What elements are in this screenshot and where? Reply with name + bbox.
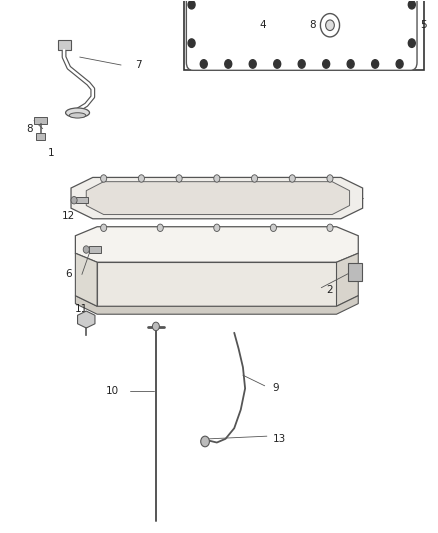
Polygon shape	[75, 296, 358, 314]
Polygon shape	[75, 227, 358, 262]
Circle shape	[138, 175, 145, 182]
Circle shape	[251, 175, 258, 182]
Circle shape	[298, 60, 305, 68]
Text: 2: 2	[327, 285, 333, 295]
Text: 4: 4	[259, 20, 266, 30]
Circle shape	[270, 224, 276, 231]
Ellipse shape	[69, 113, 86, 118]
FancyBboxPatch shape	[186, 0, 417, 70]
Polygon shape	[97, 262, 336, 306]
Polygon shape	[336, 253, 358, 306]
Polygon shape	[75, 253, 97, 306]
Circle shape	[188, 1, 195, 9]
Text: 9: 9	[272, 383, 279, 393]
Circle shape	[408, 1, 415, 9]
FancyBboxPatch shape	[348, 263, 362, 281]
Circle shape	[101, 175, 107, 182]
Polygon shape	[78, 311, 95, 328]
Text: 1: 1	[48, 148, 55, 158]
Text: 11: 11	[75, 304, 88, 314]
Circle shape	[157, 224, 163, 231]
Circle shape	[83, 246, 89, 253]
Circle shape	[323, 60, 330, 68]
Circle shape	[325, 20, 334, 30]
Text: 10: 10	[106, 386, 119, 396]
Circle shape	[152, 322, 159, 330]
Circle shape	[225, 60, 232, 68]
Circle shape	[321, 13, 339, 37]
Circle shape	[188, 39, 195, 47]
Circle shape	[249, 60, 256, 68]
Text: 5: 5	[420, 20, 427, 30]
Polygon shape	[86, 182, 350, 215]
Circle shape	[176, 175, 182, 182]
Circle shape	[101, 224, 107, 231]
Circle shape	[372, 60, 378, 68]
Circle shape	[347, 60, 354, 68]
FancyBboxPatch shape	[89, 246, 101, 253]
Ellipse shape	[66, 108, 89, 117]
Text: 13: 13	[273, 434, 286, 444]
Text: 6: 6	[66, 270, 72, 279]
Circle shape	[408, 39, 415, 47]
Circle shape	[396, 60, 403, 68]
FancyBboxPatch shape	[76, 197, 88, 204]
Text: 8: 8	[26, 124, 33, 134]
Circle shape	[71, 197, 77, 204]
Text: 7: 7	[135, 60, 142, 70]
Text: 3: 3	[329, 192, 336, 203]
Circle shape	[200, 60, 207, 68]
Circle shape	[327, 175, 333, 182]
FancyBboxPatch shape	[36, 133, 45, 140]
Circle shape	[274, 60, 281, 68]
Circle shape	[201, 436, 209, 447]
Circle shape	[214, 224, 220, 231]
Text: 8: 8	[309, 20, 316, 30]
Circle shape	[289, 175, 295, 182]
Polygon shape	[71, 177, 363, 219]
Bar	[184, 0, 424, 70]
Circle shape	[214, 175, 220, 182]
Text: 12: 12	[62, 211, 75, 221]
FancyBboxPatch shape	[57, 40, 71, 50]
Circle shape	[327, 224, 333, 231]
FancyBboxPatch shape	[35, 117, 47, 124]
